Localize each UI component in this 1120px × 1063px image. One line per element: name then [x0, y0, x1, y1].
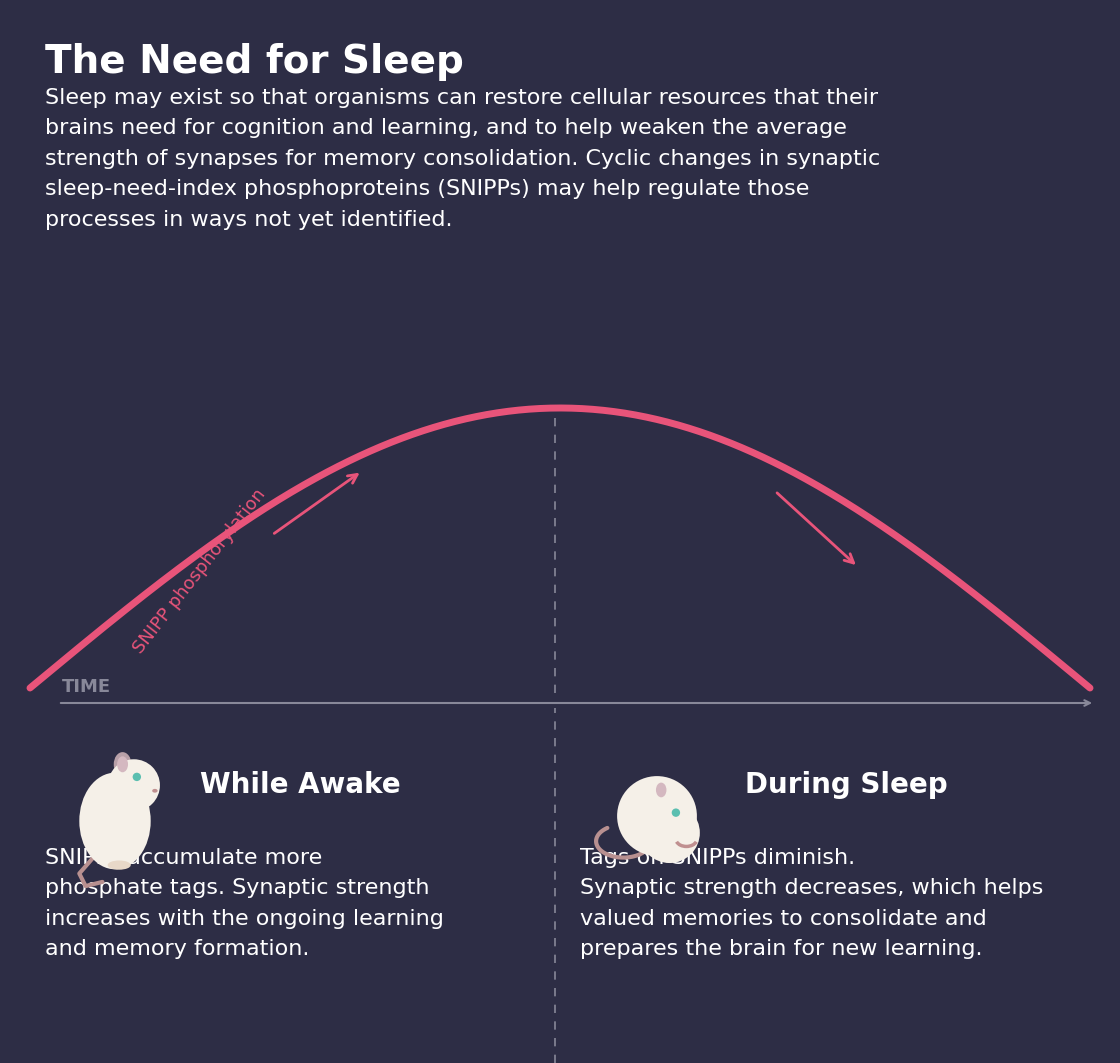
Circle shape: [108, 759, 160, 811]
Text: While Awake: While Awake: [200, 771, 401, 799]
Text: Tags on SNIPPs diminish.
Synaptic strength decreases, which helps
valued memorie: Tags on SNIPPs diminish. Synaptic streng…: [580, 848, 1044, 959]
Text: TIME: TIME: [62, 678, 111, 696]
Circle shape: [672, 809, 680, 816]
Ellipse shape: [80, 773, 151, 870]
Ellipse shape: [656, 782, 666, 797]
Circle shape: [617, 776, 697, 856]
Text: SNIPPs accumulate more
phosphate tags. Synaptic strength
increases with the ongo: SNIPPs accumulate more phosphate tags. S…: [45, 848, 444, 959]
Ellipse shape: [653, 778, 670, 802]
Ellipse shape: [108, 860, 131, 870]
Ellipse shape: [152, 789, 158, 793]
Text: During Sleep: During Sleep: [745, 771, 948, 799]
Ellipse shape: [114, 753, 131, 776]
Text: The Need for Sleep: The Need for Sleep: [45, 43, 464, 81]
Ellipse shape: [118, 756, 128, 773]
Circle shape: [640, 803, 700, 863]
Circle shape: [132, 773, 141, 781]
Text: SNIPP phosphorylation: SNIPP phosphorylation: [130, 485, 270, 657]
Text: Sleep may exist so that organisms can restore cellular resources that their
brai: Sleep may exist so that organisms can re…: [45, 88, 880, 230]
